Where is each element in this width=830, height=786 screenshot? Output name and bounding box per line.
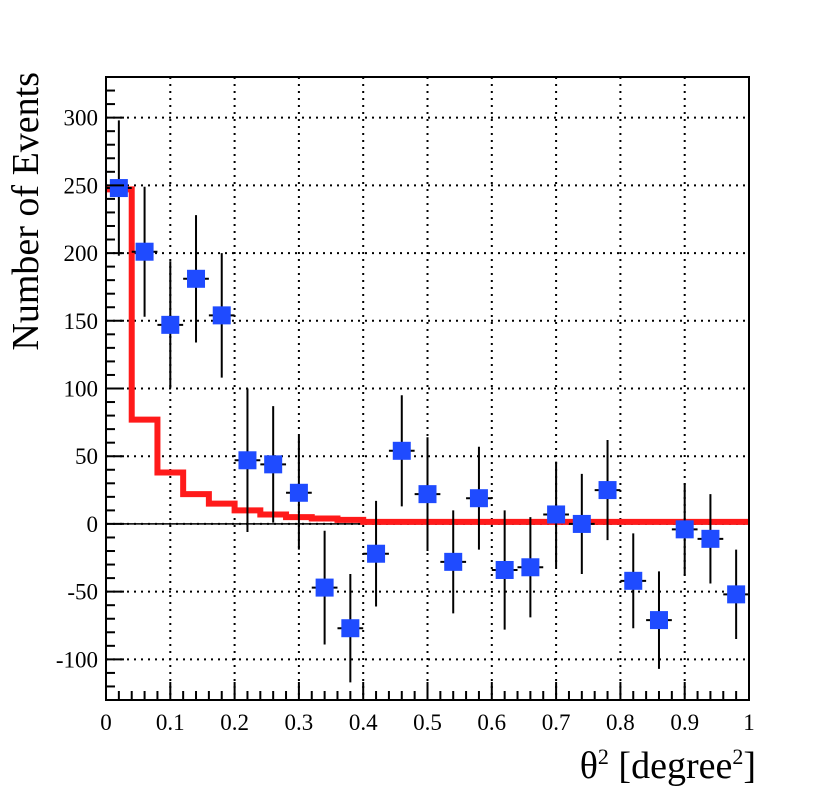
y-tick-label: 200 (64, 241, 99, 266)
data-point (649, 611, 668, 630)
data-point (289, 483, 308, 502)
data-point (264, 455, 283, 474)
y-axis-title: Number of Events (5, 72, 47, 351)
x-axis-title: θ2 [degree2] (580, 744, 756, 786)
data-point (572, 514, 591, 533)
data-point (444, 552, 463, 571)
y-tick-label: 100 (64, 377, 99, 402)
data-point (701, 529, 720, 548)
grid-lines (106, 77, 749, 700)
axis-ticks (105, 76, 750, 701)
data-point (392, 441, 411, 460)
x-tick-label: 0.5 (413, 710, 442, 735)
x-tick-label: 0.7 (542, 710, 571, 735)
data-point (675, 520, 694, 539)
data-point (315, 578, 334, 597)
x-tick-labels: 0 0.1 0.2 0.3 0.4 0.5 0.6 0.7 0.8 0.9 1 (100, 710, 755, 735)
data-point (418, 485, 437, 504)
data-point (135, 242, 154, 261)
y-tick-label: 150 (64, 309, 99, 334)
data-point (469, 489, 488, 508)
y-tick-label: -100 (56, 647, 98, 672)
data-point (161, 315, 180, 334)
data-point (495, 560, 514, 579)
y-tick-label: 300 (64, 106, 99, 131)
y-tick-label: 250 (64, 173, 99, 198)
y-tick-label: 0 (87, 512, 99, 537)
y-tick-labels: -100 -50 0 50 100 150 200 250 300 (56, 106, 98, 673)
data-point (598, 481, 617, 500)
x-tick-label: 0.8 (606, 710, 635, 735)
data-point (367, 544, 386, 563)
data-point (187, 269, 206, 288)
data-point (109, 179, 128, 198)
data-point (624, 571, 643, 590)
data-point (341, 619, 360, 638)
x-tick-label: 0.3 (285, 710, 314, 735)
data-point (238, 451, 257, 470)
data-point (212, 306, 231, 325)
x-tick-label: 0 (100, 710, 112, 735)
x-tick-label: 1 (743, 710, 755, 735)
data-series (106, 120, 749, 683)
data-point (727, 585, 746, 604)
x-tick-label: 0.4 (349, 710, 378, 735)
x-tick-label: 0.1 (156, 710, 185, 735)
data-point (521, 558, 540, 577)
x-tick-label: 0.9 (670, 710, 699, 735)
y-tick-label: 50 (75, 444, 98, 469)
y-tick-label: -50 (67, 580, 98, 605)
x-tick-label: 0.2 (220, 710, 249, 735)
data-point (547, 505, 566, 524)
x-tick-label: 0.6 (477, 710, 506, 735)
